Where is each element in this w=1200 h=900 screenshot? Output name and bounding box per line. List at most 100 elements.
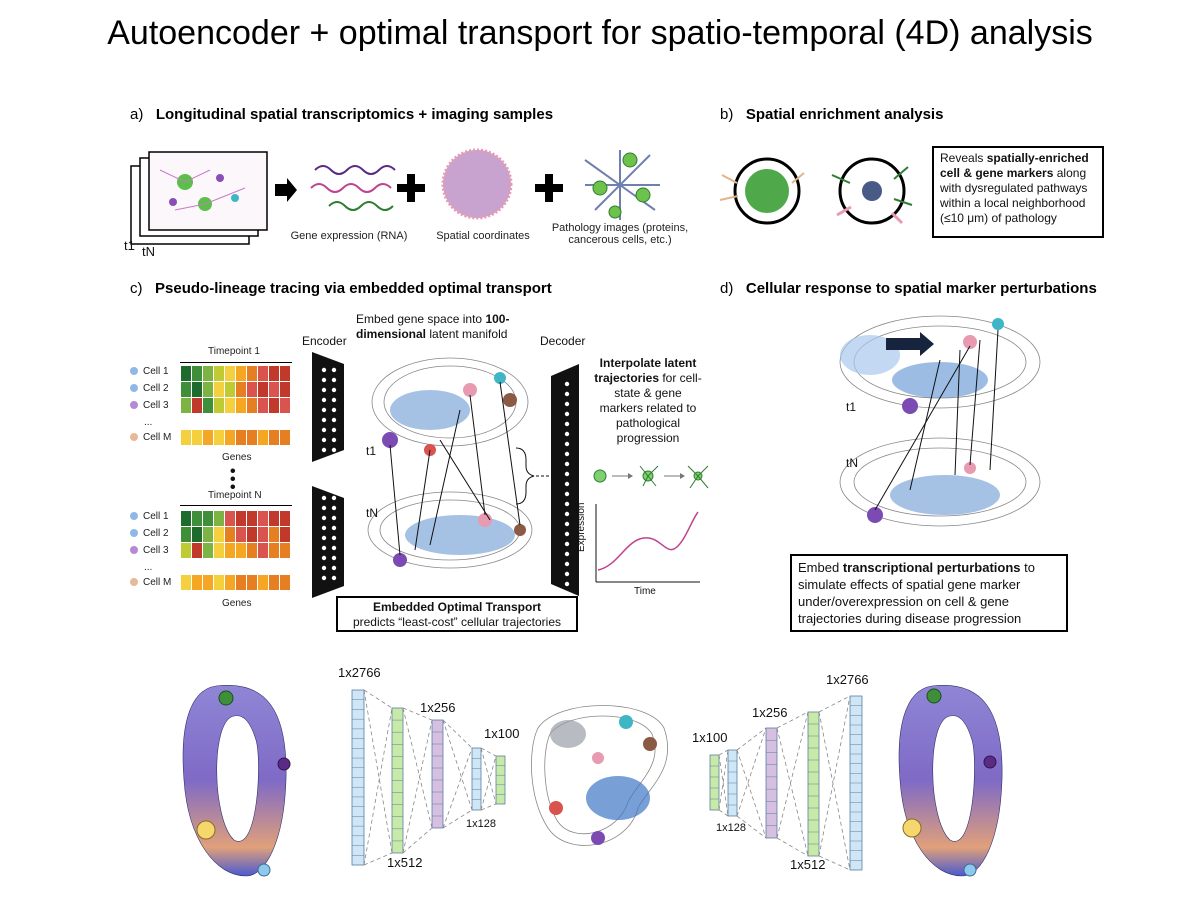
heatmap-cell [203, 430, 213, 445]
neuron-dot [331, 427, 337, 433]
panel-c-prefix: c) [130, 280, 143, 297]
neuron-dot [331, 535, 337, 541]
cell-label: Cell 3 [130, 400, 190, 417]
perturbation-manifold-plot [839, 315, 1041, 527]
network-layer [431, 719, 444, 829]
enc-100-label: 1x100 [484, 726, 520, 741]
heatmap-cell [181, 543, 191, 558]
spatial-coordinates-icon [443, 150, 511, 218]
cell-label: ... [144, 562, 153, 573]
heatmap-cell [203, 398, 213, 413]
layer-connection [818, 695, 851, 713]
neuron-dot [564, 501, 570, 507]
neuron-dot [331, 525, 337, 531]
heatmap-cell [280, 398, 290, 413]
heatmap-cell [181, 398, 191, 413]
heatmap-cell [280, 511, 290, 526]
neuron-dot [331, 397, 337, 403]
expression-trajectory-line [597, 511, 699, 571]
neuron-dot [331, 417, 337, 423]
neuron-dot [564, 421, 570, 427]
layer-connection [480, 755, 497, 811]
manifold-point [902, 818, 922, 838]
cell-dot [130, 578, 138, 587]
heatmap-cell [225, 382, 235, 397]
latent-t1-label: t1 [366, 444, 377, 458]
latent-manifold-plot [367, 357, 533, 569]
neuron-dot [564, 451, 570, 457]
network-layer [765, 727, 778, 839]
neuron-dot [331, 447, 337, 453]
timepoint-1-cell-list: Cell 1 Cell 2 Cell 3 ... Cell M [130, 366, 190, 449]
timepoint-n-label: Timepoint N [208, 490, 262, 501]
neuron-dot [564, 491, 570, 497]
neuron-dot [321, 555, 327, 561]
dec-256-label: 1x256 [752, 705, 788, 720]
heatmap-cell [192, 430, 202, 445]
heatmap-cell [247, 398, 257, 413]
neuron-dot [331, 437, 337, 443]
encoder-label: Encoder [302, 334, 347, 348]
spatial-coordinates-label: Spatial coordinates [436, 230, 530, 242]
heatmap-cell [225, 398, 235, 413]
layer-connection [736, 727, 767, 751]
heatmap-cell [192, 398, 202, 413]
neuron-dot [331, 387, 337, 393]
cell-dot [130, 384, 138, 393]
heatmap-cell [269, 511, 279, 526]
genes-label-1: Genes [222, 452, 252, 463]
heatmap-cell [225, 511, 235, 526]
decoder-block [551, 364, 579, 596]
perturb-tN-label: tN [846, 456, 858, 470]
genes-label-2: Genes [222, 598, 252, 609]
neuron-dot [321, 377, 327, 383]
layer-connection [718, 754, 729, 817]
layer-connection [718, 749, 729, 811]
heatmap-cell [192, 575, 202, 590]
timepoint-n-cell-list: Cell 1 Cell 2 Cell 3 ... Cell M [130, 511, 190, 594]
heatmap-cell [214, 543, 224, 558]
dec-128-label: 1x128 [716, 822, 746, 834]
heatmap-cell [181, 382, 191, 397]
layer-connection [363, 689, 393, 709]
heatmap-cell [280, 575, 290, 590]
enc-512-label: 1x512 [387, 855, 423, 870]
panel-d-title: Cellular response to spatial marker pert… [745, 280, 1097, 297]
cell-dot [130, 367, 138, 376]
cell-label: Cell 3 [130, 545, 190, 562]
neuron-dot [564, 411, 570, 417]
heatmap-cell [247, 366, 257, 381]
expression-axis-label: Expression [576, 502, 587, 552]
cell-dot [130, 546, 138, 555]
heatmap-cell [258, 527, 268, 542]
cell-label: Cell 1 [130, 366, 190, 383]
neuron-dot [564, 381, 570, 387]
neuron-dot [321, 447, 327, 453]
heatmap-cell [203, 543, 213, 558]
neuron-dot [331, 367, 337, 373]
heatmap-cell [269, 430, 279, 445]
cell-label: Cell 2 [130, 528, 190, 545]
panel-b-heading: b) Spatial enrichment analysis [720, 106, 943, 123]
heatmap-cell [181, 366, 191, 381]
enc-128-label: 1x128 [466, 818, 496, 830]
neuron-dot [321, 545, 327, 551]
encoder-shape-top [312, 352, 344, 462]
pathology-images-label: Pathology images (proteins, cancerous ce… [551, 222, 689, 246]
neuron-dot [331, 505, 337, 511]
rna-waves-icon [310, 165, 396, 211]
neuron-dot [321, 495, 327, 501]
heatmap-cell [236, 398, 246, 413]
layer-connection [776, 837, 809, 857]
neuron-dot [564, 431, 570, 437]
dec-100-label: 1x100 [692, 730, 728, 745]
layer-connection [363, 689, 393, 854]
neuron-dot [564, 581, 570, 587]
layer-connection [442, 719, 473, 811]
neuron-dot [564, 511, 570, 517]
network-layer [807, 711, 820, 857]
layer-connection [363, 707, 393, 866]
neuron-dot [564, 461, 570, 467]
t1-label: t1 [124, 238, 135, 253]
